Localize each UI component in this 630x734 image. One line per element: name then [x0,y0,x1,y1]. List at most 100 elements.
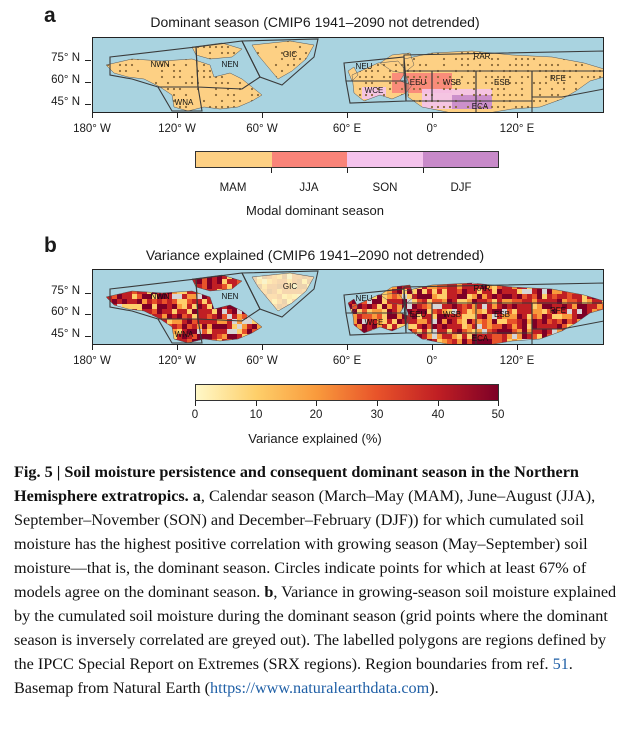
variance-cell [377,299,382,304]
variance-cell [552,324,557,329]
variance-cell [557,299,562,304]
variance-cell [432,334,437,339]
region-eca-outline [475,100,533,113]
variance-cell [352,319,357,324]
variance-cell [172,299,177,304]
variance-cell [557,289,562,294]
agreement-dot [124,63,128,67]
agreement-dot [214,93,218,97]
variance-cell [542,299,547,304]
variance-cell [497,339,502,344]
variance-cell [427,319,432,324]
agreement-dot [526,63,530,67]
variance-cell [542,314,547,319]
variance-cell [507,319,512,324]
agreement-dot [544,99,548,103]
variance-cell [452,334,457,339]
variance-cell [597,299,602,304]
panel-a-lon-tick [517,113,518,118]
agreement-dot [496,93,500,97]
variance-cell [397,294,402,299]
variance-cell [382,294,387,299]
caption-url-link[interactable]: https://www.naturalearthdata.com [209,679,430,697]
variance-cell [202,309,207,314]
variance-cell [577,294,582,299]
agreement-dot [232,51,236,55]
variance-cell [567,314,572,319]
coast-north-america [105,290,263,344]
variance-cell [362,329,367,334]
variance-cell [362,319,367,324]
agreement-dot [532,81,536,85]
caption-part-a: , Calendar season (March–May (MAM), June… [14,487,596,601]
agreement-dot [418,81,422,85]
panel-b-lon-0: 0° [426,355,438,367]
coast-greenland [251,40,315,80]
variance-cell [187,334,192,339]
variance-cell [432,324,437,329]
variance-cell [572,309,577,314]
coast-north-america [105,58,263,112]
agreement-dot [520,57,524,61]
variance-cell [497,319,502,324]
agreement-dot [154,81,158,85]
agreement-dot [364,93,368,97]
caption-reference-link[interactable]: 51 [552,655,569,673]
variance-cell [517,294,522,299]
variance-cell [182,324,187,329]
agreement-dot [520,75,524,79]
variance-cell [462,334,467,339]
variance-cell [542,294,547,299]
variance-cell [492,284,497,289]
variance-cell [452,324,457,329]
variance-cell [482,299,487,304]
variance-cell [212,324,217,329]
agreement-dot [364,69,368,73]
variance-cell [242,329,247,334]
variance-cell [482,324,487,329]
variance-cell [222,309,227,314]
variance-cell [387,324,392,329]
variance-cell [432,309,437,314]
variance-cell [217,279,222,284]
colorbar-tick-label-10: 10 [249,409,263,421]
agreement-dot [532,57,536,61]
variance-cell [512,319,517,324]
variance-cell [447,314,452,319]
panel-a-letter: a [44,4,56,27]
agreement-dot [388,75,392,79]
variance-cell [562,304,567,309]
variance-cell [557,304,562,309]
variance-cell [187,339,192,344]
variance-cell [397,304,402,309]
variance-cell [452,304,457,309]
variance-cell [587,309,592,314]
variance-cell [557,319,562,324]
variance-cell [457,334,462,339]
agreement-dot [376,87,380,91]
variance-cell [472,309,477,314]
variance-cell [572,294,577,299]
agreement-dot [454,81,458,85]
variance-cell [187,314,192,319]
agreement-dot [118,69,122,73]
variance-cell [442,289,447,294]
agreement-dot [364,75,368,79]
variance-cell [482,339,487,344]
variance-cell [147,309,152,314]
variance-cell [417,319,422,324]
variance-cell [127,294,132,299]
variance-cell [587,304,592,309]
panel-b-lon-tick [347,345,348,350]
agreement-dot [358,87,362,91]
variance-cell [422,289,427,294]
variance-cell [477,329,482,334]
agreement-dot [364,81,368,85]
variance-cell [552,304,557,309]
greenland-light [252,273,314,311]
variance-cell [522,299,527,304]
variance-cell [502,324,507,329]
figure-caption: Fig. 5 | Soil moisture persistence and c… [14,460,620,700]
variance-cell [202,329,207,334]
variance-cell [172,324,177,329]
